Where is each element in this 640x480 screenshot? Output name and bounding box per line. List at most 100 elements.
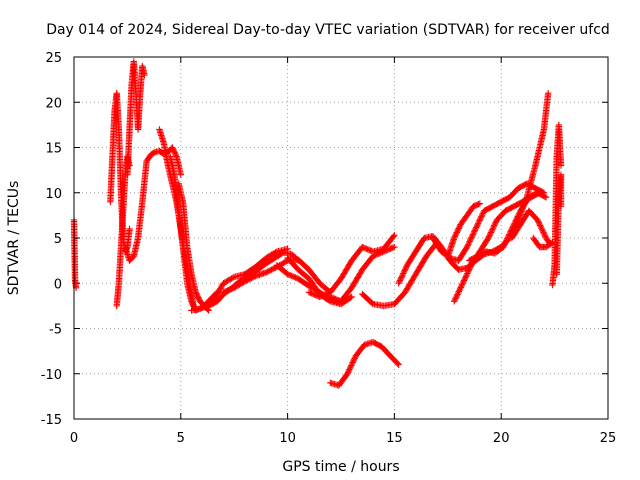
x-tick-label: 0 (70, 431, 78, 446)
data-point (402, 266, 409, 273)
data-point (456, 223, 463, 231)
data-point (454, 291, 461, 298)
data-point (540, 229, 547, 236)
data-point (508, 225, 516, 233)
data-point (467, 236, 474, 244)
data-point (474, 220, 482, 227)
data-point (346, 364, 354, 372)
data-point (491, 222, 498, 229)
data-point (345, 367, 352, 375)
data-point (476, 217, 483, 224)
data-layer (70, 58, 565, 389)
data-point (536, 222, 544, 229)
data-point (489, 225, 497, 232)
y-tick-label: 25 (45, 51, 62, 66)
series-arc-10 (209, 245, 291, 305)
series-arc-22 (465, 189, 550, 264)
data-point (476, 216, 484, 223)
data-point (500, 243, 507, 251)
data-point (487, 229, 495, 236)
data-point (515, 211, 522, 219)
data-point (504, 235, 511, 242)
data-point (462, 273, 470, 280)
series-arc-11 (220, 256, 334, 296)
data-point (398, 274, 405, 281)
data-point (547, 240, 555, 247)
data-point (460, 278, 467, 286)
data-point (536, 220, 543, 228)
data-point (465, 241, 472, 248)
data-point (344, 369, 352, 376)
y-axis-label: SDTVAR / TECUs (6, 181, 22, 296)
data-point (513, 214, 521, 222)
data-point (474, 221, 481, 228)
series-arc-05 (122, 144, 184, 264)
series-arc-14 (305, 232, 398, 301)
data-point (461, 275, 468, 283)
data-point (492, 219, 499, 226)
x-tick-label: 5 (177, 431, 185, 446)
data-point (470, 229, 477, 237)
series-arc-16 (327, 338, 402, 389)
data-point (141, 71, 148, 79)
data-point (395, 361, 402, 368)
data-point (457, 284, 464, 291)
data-point (463, 243, 471, 251)
data-point (458, 281, 466, 288)
y-tick-label: 20 (45, 96, 62, 111)
data-point (347, 363, 354, 370)
data-point (389, 244, 397, 251)
data-point (542, 194, 550, 201)
data-point (488, 227, 495, 235)
data-point (177, 171, 184, 178)
data-point (479, 210, 486, 217)
data-point (469, 231, 477, 238)
data-point (465, 267, 472, 274)
data-point (348, 293, 355, 301)
series-arc-20 (444, 200, 484, 260)
data-point (465, 239, 473, 247)
data-point (503, 236, 510, 244)
data-point (172, 152, 180, 159)
ticks-layer: 0 5 10 15 20 25 -15 -10 -5 0 5 10 15 20 25 (41, 51, 617, 446)
data-point (454, 289, 462, 297)
data-point (500, 242, 508, 249)
data-point (451, 234, 458, 242)
data-point (473, 224, 480, 231)
data-point (512, 217, 520, 224)
data-point (396, 278, 403, 286)
data-point (455, 225, 462, 232)
data-point (510, 221, 518, 228)
data-point (557, 162, 565, 169)
data-point (348, 362, 355, 369)
data-point (284, 245, 291, 253)
data-point (397, 275, 404, 283)
data-point (478, 213, 485, 220)
data-point (395, 280, 402, 287)
data-point (451, 233, 459, 240)
data-point (537, 223, 544, 231)
data-point (401, 267, 408, 274)
chart-title: Day 014 of 2024, Sidereal Day-to-day VTE… (46, 22, 610, 38)
data-point (491, 220, 499, 228)
y-tick-label: -15 (41, 413, 62, 428)
data-point (464, 242, 471, 249)
x-tick-label: 15 (386, 431, 403, 446)
series-arc-23 (508, 207, 554, 248)
data-point (272, 249, 279, 256)
data-point (454, 226, 462, 234)
x-axis-label: GPS time / hours (282, 459, 399, 475)
data-point (509, 224, 516, 231)
data-point (394, 360, 401, 367)
data-point (502, 238, 510, 245)
data-point (462, 274, 469, 281)
data-point (455, 288, 463, 295)
data-point (349, 359, 356, 366)
data-point (464, 268, 472, 276)
y-tick-label: 5 (54, 232, 62, 247)
y-tick-label: -10 (41, 368, 62, 383)
data-point (486, 232, 493, 239)
data-point (541, 193, 549, 200)
data-point (453, 229, 460, 236)
